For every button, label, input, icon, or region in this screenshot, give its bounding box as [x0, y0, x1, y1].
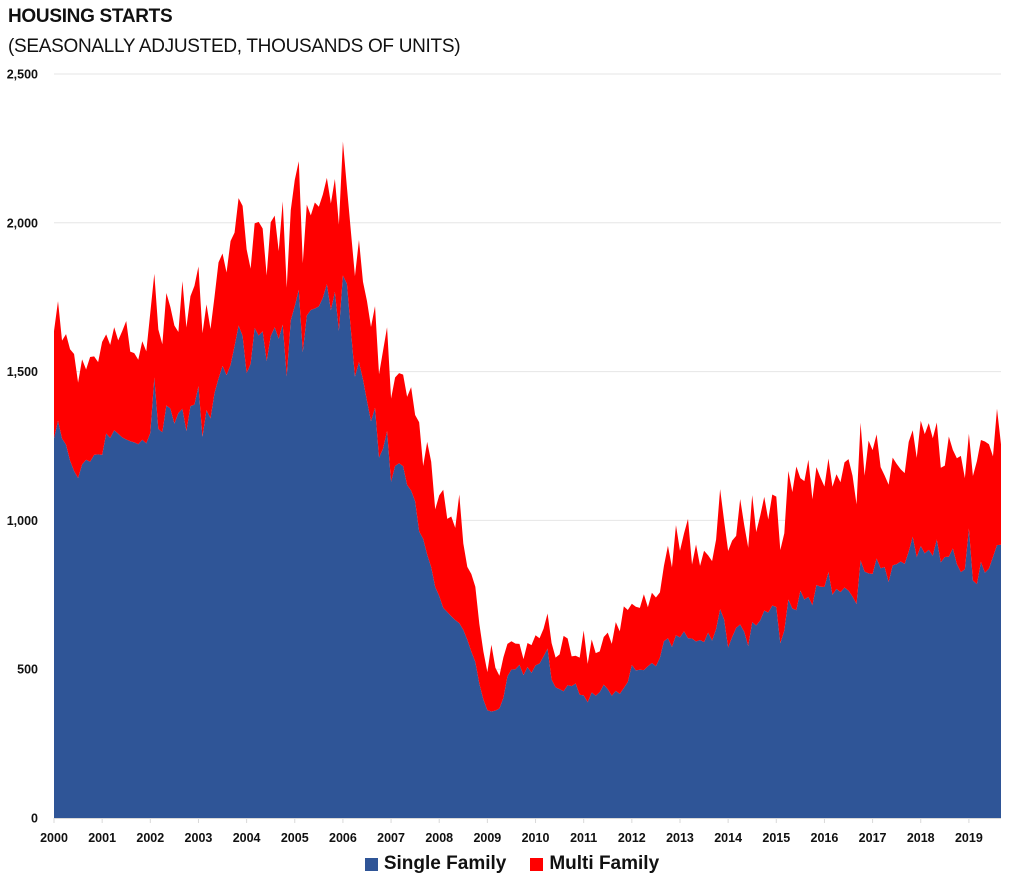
- area-multi-family: [54, 141, 1001, 712]
- x-tick-label: 2005: [281, 831, 309, 845]
- y-tick-label: 500: [17, 663, 38, 677]
- x-tick-label: 2014: [714, 831, 742, 845]
- y-tick-label: 1,500: [7, 365, 38, 379]
- area-single-family: [54, 275, 1001, 819]
- x-tick-label: 2012: [618, 831, 646, 845]
- x-tick-label: 2003: [185, 831, 213, 845]
- legend-label-single-family: Single Family: [383, 853, 507, 874]
- x-tick-label: 2004: [233, 831, 261, 845]
- chart-subtitle: (SEASONALLY ADJUSTED, THOUSANDS OF UNITS…: [8, 36, 461, 57]
- x-tick-label: 2015: [762, 831, 790, 845]
- legend-swatch-multi-family: [530, 857, 544, 871]
- x-tick-label: 2008: [425, 831, 453, 845]
- x-tick-label: 2011: [570, 831, 597, 845]
- legend-label-multi-family: Multi Family: [549, 853, 660, 874]
- x-tick-label: 2013: [666, 831, 694, 845]
- y-tick-label: 1,000: [7, 514, 38, 528]
- x-tick-label: 2000: [40, 831, 68, 845]
- chart-title: HOUSING STARTS: [8, 6, 173, 27]
- x-tick-label: 2001: [88, 831, 116, 845]
- x-tick-label: 2007: [377, 831, 405, 845]
- legend-swatch-single-family: [364, 857, 378, 871]
- legend-item-multi-family: Multi Family: [530, 853, 659, 875]
- legend-item-single-family: Single Family: [364, 853, 507, 875]
- x-tick-label: 2006: [329, 831, 357, 845]
- y-tick-label: 2,500: [7, 68, 38, 82]
- legend: Single Family Multi Family: [0, 853, 1024, 875]
- x-tick-label: 2002: [136, 831, 164, 845]
- x-tick-label: 2019: [955, 831, 983, 845]
- x-tick-label: 2017: [859, 831, 887, 845]
- x-tick-label: 2010: [522, 831, 550, 845]
- x-axis: 2000 2001 2002 2003 2004 2005 2006 2007 2008 2009…: [40, 818, 1001, 845]
- x-tick-label: 2016: [811, 831, 839, 845]
- stacked-areas: [54, 141, 1001, 819]
- x-tick-label: 2009: [473, 831, 501, 845]
- y-tick-label: 2,000: [7, 216, 38, 230]
- y-tick-label: 0: [31, 812, 38, 826]
- y-axis: 0 500 1,000 1,500 2,000 2,500: [7, 68, 38, 826]
- x-tick-label: 2018: [907, 831, 935, 845]
